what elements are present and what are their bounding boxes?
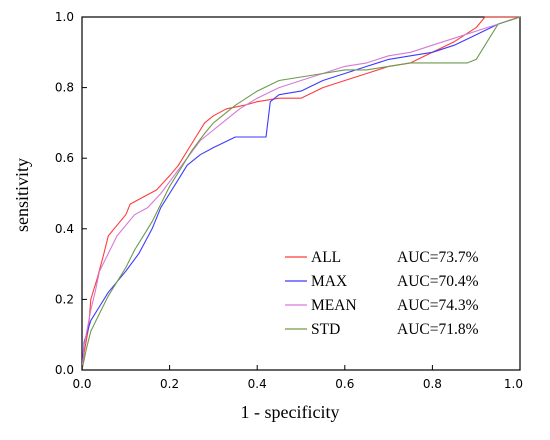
y-tick-label: 0.0 [55,363,74,377]
plot-frame [81,16,521,371]
legend-label-std: STD [311,321,340,338]
x-tick-label: 0.0 [72,377,91,391]
legend-auc-max: AUC=70.4% [397,273,479,290]
legend-auc-mean: AUC=74.3% [397,297,479,314]
series-line-std [81,16,521,371]
series-layer [81,16,521,371]
legend-label-max: MAX [311,273,347,290]
legend-label-all: ALL [311,249,341,266]
x-tick-label: 0.4 [248,377,267,391]
x-tick-label: 0.8 [423,377,442,391]
legend-label-mean: MEAN [311,297,357,314]
legend: ALL AUC=73.7% MAX AUC=70.4% MEAN AUC=74.3% STD… [285,249,479,338]
x-tick-label: 0.6 [335,377,354,391]
x-tick-label: 0.2 [160,377,179,391]
series-line-all [81,16,520,371]
y-tick-label: 0.2 [55,292,74,306]
y-axis-title: sensitivity [12,158,32,232]
y-tick-label: 0.6 [55,151,74,165]
x-tick-label: 1.0 [504,377,523,391]
y-tick-label: 0.4 [55,222,74,236]
y-tick-label: 1.0 [55,10,74,24]
legend-auc-all: AUC=73.7% [397,249,479,266]
legend-auc-std: AUC=71.8% [397,321,479,338]
x-axis-title: 1 - specificity [241,402,340,422]
series-line-mean [81,16,521,371]
y-tick-label: 0.8 [55,81,74,95]
plot-area: 0.00.0 0.2 0.2 0.4 0.4 0.6 0.6 0.8 0.8 1.0 1.0 [55,10,523,391]
ticks-layer: 0.00.0 0.2 0.2 0.4 0.4 0.6 0.6 0.8 0.8 1.0 1.0 [55,10,523,391]
series-line-max [81,16,521,371]
